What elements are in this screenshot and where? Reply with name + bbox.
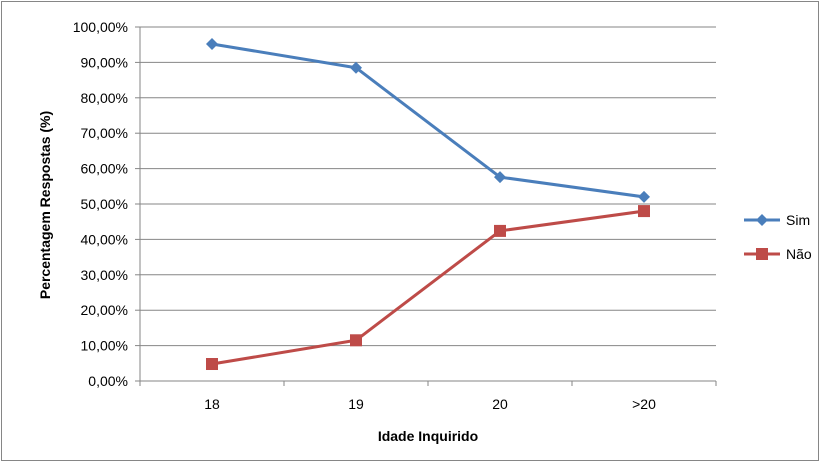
y-axis-title: Percentagem Respostas (%)	[37, 111, 53, 299]
legend-label-sim: Sim	[786, 212, 810, 228]
y-tick-labels: 0,00% 10,00% 20,00% 30,00% 40,00% 50,00% 60,00…	[73, 19, 128, 389]
data-point-sim	[350, 61, 362, 74]
gridlines	[140, 26, 716, 347]
x-axis-title: Idade Inquirido	[378, 428, 478, 444]
x-tick-label: 18	[204, 396, 220, 412]
data-point-n-o	[206, 358, 218, 371]
data-point-sim	[206, 37, 218, 50]
series	[206, 37, 650, 371]
legend-marker-n-o	[756, 248, 768, 260]
y-tick-label: 70,00%	[81, 125, 128, 141]
y-tick-label: 100,00%	[73, 19, 128, 35]
y-tick-label: 20,00%	[81, 302, 128, 318]
data-point-n-o	[638, 205, 650, 218]
y-tick-label: 90,00%	[81, 54, 128, 70]
x-tick-labels: 18 19 20 >20	[204, 396, 656, 412]
legend: Sim Não	[744, 212, 812, 262]
x-tick-label: >20	[632, 396, 656, 412]
legend-label-n-o: Não	[786, 246, 812, 262]
series-line-sim	[211, 42, 645, 199]
y-tick-label: 30,00%	[81, 267, 128, 283]
y-tick-label: 80,00%	[81, 90, 128, 106]
data-point-n-o	[494, 224, 506, 237]
legend-marker-sim	[756, 214, 768, 226]
y-tick-label: 60,00%	[81, 161, 128, 177]
x-tick-label: 20	[492, 396, 508, 412]
x-tick-label: 19	[348, 396, 364, 412]
data-point-n-o	[350, 334, 362, 347]
data-point-sim	[494, 171, 506, 184]
y-tick-label: 10,00%	[81, 338, 128, 354]
series-line-n-o	[211, 209, 645, 366]
y-tick-label: 40,00%	[81, 231, 128, 247]
y-tick-label: 0,00%	[88, 373, 128, 389]
y-tick-label: 50,00%	[81, 196, 128, 212]
data-point-sim	[638, 190, 650, 203]
axes	[135, 26, 717, 386]
